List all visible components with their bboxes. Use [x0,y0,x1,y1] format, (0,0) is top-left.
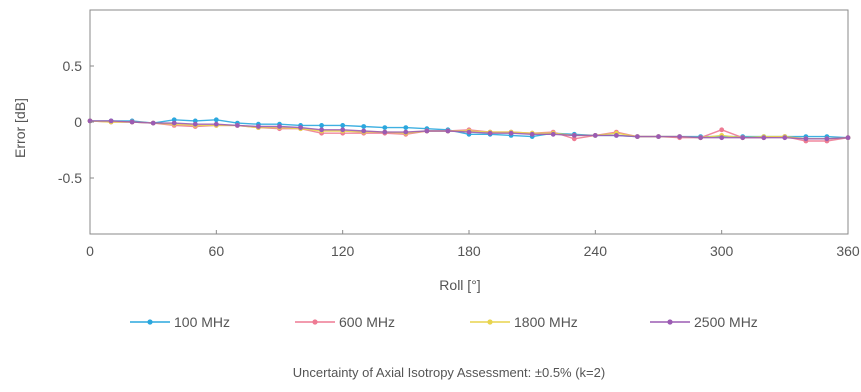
data-point [361,128,367,134]
legend-item: 2500 MHz [650,314,758,330]
data-point [277,124,282,129]
data-point [192,121,198,127]
legend-label: 600 MHz [339,314,395,330]
data-point [403,125,409,130]
data-point [719,127,725,133]
y-tick-label: 0.5 [63,58,83,74]
data-point [571,136,577,142]
data-point [108,118,114,124]
data-point [698,135,703,141]
y-axis-title: Error [dB] [12,98,28,158]
data-point [382,125,388,130]
x-axis-title: Roll [°] [439,277,480,293]
data-point [571,133,577,138]
legend-label: 100 MHz [174,314,230,330]
legend-swatch-marker [667,319,673,325]
data-point [761,135,767,141]
x-tick-label: 180 [457,243,481,259]
data-point [192,118,198,124]
y-tick-label: 0 [74,114,82,130]
legend-swatch-marker [312,319,318,325]
data-point [529,131,535,137]
data-point [466,129,472,135]
data-point [424,128,430,134]
x-tick-label: 60 [209,243,225,259]
x-tick-label: 0 [86,243,94,259]
data-point [256,124,261,129]
data-point [319,123,324,128]
y-tick-label: -0.5 [58,170,82,186]
data-point [319,127,324,133]
data-point [129,119,135,125]
data-point [803,136,809,142]
data-point [382,129,388,135]
data-point [550,131,556,137]
data-point [213,117,219,123]
data-point [213,121,219,127]
data-point [592,133,598,138]
data-point [614,133,619,138]
data-point [340,127,346,133]
legend-item: 600 MHz [295,314,395,330]
data-point [150,120,156,126]
legend-label: 1800 MHz [514,314,578,330]
data-point [445,128,451,134]
data-point [740,135,746,141]
data-point [171,117,177,123]
data-point [845,135,851,141]
data-point [87,118,93,124]
data-point [677,134,682,140]
x-tick-label: 240 [584,243,608,259]
legend-item: 1800 MHz [470,314,578,330]
data-point [298,125,303,130]
data-point [235,123,240,128]
uncertainty-footnote: Uncertainty of Axial Isotropy Assessment… [293,365,605,380]
data-point [361,124,367,129]
legend-swatch-marker [147,319,153,325]
data-point [824,136,830,142]
data-point [656,134,661,140]
legend-swatch-marker [487,319,493,325]
x-tick-label: 360 [836,243,860,259]
data-point [508,130,514,136]
data-point [719,135,725,141]
data-point [171,120,177,126]
data-point [403,129,409,135]
data-point [782,135,788,141]
data-point [340,123,346,128]
x-tick-label: 300 [710,243,734,259]
x-tick-label: 120 [331,243,355,259]
series-2500-mhz [87,118,851,142]
legend-label: 2500 MHz [694,314,758,330]
data-point [635,134,640,140]
data-point [487,130,493,136]
plot-frame [89,9,849,235]
legend-item: 100 MHz [130,314,230,330]
